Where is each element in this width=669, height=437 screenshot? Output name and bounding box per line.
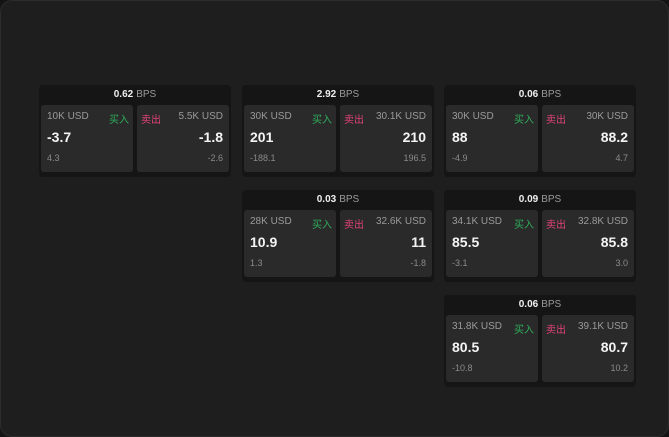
sell-quantity: 32.6K USD [375, 216, 426, 227]
sell-label: 卖出 [546, 220, 566, 231]
buy-label: 买入 [514, 325, 534, 336]
spread-unit: BPS [541, 299, 562, 310]
buy-price: 88 [452, 129, 468, 145]
spread-value: 0.06 [518, 299, 539, 310]
sell-panel[interactable]: 卖出 39.1K USD 80.7 10.2 [542, 315, 634, 382]
quote-card: 0.03 BPS 28K USD 买入 10.9 1.3 卖出 32.6K USD… [242, 190, 434, 282]
quote-card: 0.09 BPS 34.1K USD 买入 85.5 -3.1 卖出 32.8K … [444, 190, 636, 282]
buy-quantity: 30K USD [452, 111, 494, 122]
sell-price: 11 [411, 234, 426, 250]
buy-panel[interactable]: 30K USD 买入 201 -188.1 [244, 105, 336, 172]
sell-label: 卖出 [344, 220, 364, 231]
sell-price: 85.8 [600, 234, 628, 250]
sell-quantity: 5.5K USD [178, 111, 223, 122]
sell-panel[interactable]: 卖出 30.1K USD 210 196.5 [340, 105, 432, 172]
sell-price: -1.8 [198, 129, 223, 145]
buy-quantity: 31.8K USD [452, 321, 503, 332]
buy-diff: -188.1 [250, 153, 276, 163]
spread-unit: BPS [136, 89, 157, 100]
sell-price: 210 [402, 129, 426, 145]
buy-panel[interactable]: 10K USD 买入 -3.7 4.3 [41, 105, 133, 172]
sell-diff: -2.6 [207, 153, 223, 163]
spread-header: 0.03 BPS [242, 190, 434, 210]
buy-price: 85.5 [452, 234, 480, 250]
spread-value: 0.03 [316, 194, 337, 205]
sell-quantity: 30K USD [586, 111, 628, 122]
buy-panel[interactable]: 28K USD 买入 10.9 1.3 [244, 210, 336, 277]
spread-unit: BPS [541, 194, 562, 205]
buy-quantity: 30K USD [250, 111, 292, 122]
sell-diff: 10.2 [610, 363, 628, 373]
spread-header: 0.06 BPS [444, 295, 636, 315]
spread-value: 0.06 [518, 89, 539, 100]
spread-unit: BPS [339, 89, 360, 100]
buy-quantity: 10K USD [47, 111, 89, 122]
sell-quantity: 32.8K USD [577, 216, 628, 227]
spread-header: 0.06 BPS [444, 85, 636, 105]
sell-price: 88.2 [600, 129, 628, 145]
sell-diff: -1.8 [410, 258, 426, 268]
buy-label: 买入 [312, 220, 332, 231]
sell-quantity: 39.1K USD [577, 321, 628, 332]
quote-card: 0.62 BPS 10K USD 买入 -3.7 4.3 卖出 5.5K USD … [39, 85, 231, 177]
spread-value: 2.92 [316, 89, 337, 100]
spread-value: 0.09 [518, 194, 539, 205]
buy-panel[interactable]: 31.8K USD 买入 80.5 -10.8 [446, 315, 538, 382]
buy-label: 买入 [312, 115, 332, 126]
buy-label: 买入 [514, 220, 534, 231]
quote-card: 2.92 BPS 30K USD 买入 201 -188.1 卖出 30.1K U… [242, 85, 434, 177]
sell-panel[interactable]: 卖出 32.6K USD 11 -1.8 [340, 210, 432, 277]
sell-panel[interactable]: 卖出 32.8K USD 85.8 3.0 [542, 210, 634, 277]
buy-label: 买入 [514, 115, 534, 126]
spread-value: 0.62 [113, 89, 134, 100]
quote-card: 0.06 BPS 30K USD 买入 88 -4.9 卖出 30K USD 88… [444, 85, 636, 177]
buy-price: -3.7 [47, 129, 72, 145]
buy-quantity: 34.1K USD [452, 216, 503, 227]
sell-diff: 3.0 [615, 258, 628, 268]
buy-diff: 4.3 [47, 153, 60, 163]
sell-label: 卖出 [344, 115, 364, 126]
buy-price: 201 [250, 129, 274, 145]
spread-header: 0.09 BPS [444, 190, 636, 210]
sell-diff: 196.5 [403, 153, 426, 163]
sell-quantity: 30.1K USD [375, 111, 426, 122]
spread-unit: BPS [339, 194, 360, 205]
buy-price: 10.9 [250, 234, 278, 250]
buy-diff: -3.1 [452, 258, 468, 268]
buy-panel[interactable]: 34.1K USD 买入 85.5 -3.1 [446, 210, 538, 277]
quote-card: 0.06 BPS 31.8K USD 买入 80.5 -10.8 卖出 39.1K… [444, 295, 636, 387]
buy-label: 买入 [109, 115, 129, 126]
sell-panel[interactable]: 卖出 5.5K USD -1.8 -2.6 [137, 105, 229, 172]
sell-panel[interactable]: 卖出 30K USD 88.2 4.7 [542, 105, 634, 172]
buy-diff: 1.3 [250, 258, 263, 268]
spread-header: 2.92 BPS [242, 85, 434, 105]
sell-diff: 4.7 [615, 153, 628, 163]
sell-label: 卖出 [546, 115, 566, 126]
spread-header: 0.62 BPS [39, 85, 231, 105]
spread-unit: BPS [541, 89, 562, 100]
buy-panel[interactable]: 30K USD 买入 88 -4.9 [446, 105, 538, 172]
sell-label: 卖出 [546, 325, 566, 336]
buy-quantity: 28K USD [250, 216, 292, 227]
sell-label: 卖出 [141, 115, 161, 126]
sell-price: 80.7 [600, 339, 628, 355]
buy-price: 80.5 [452, 339, 480, 355]
buy-diff: -4.9 [452, 153, 468, 163]
buy-diff: -10.8 [452, 363, 473, 373]
